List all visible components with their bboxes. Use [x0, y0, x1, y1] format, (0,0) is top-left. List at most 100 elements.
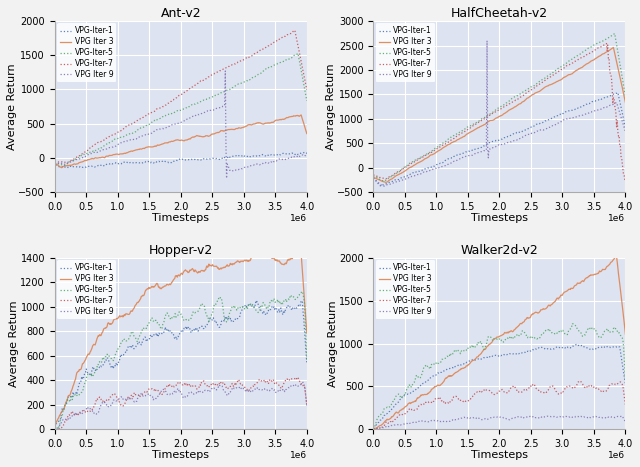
VPG Iter 9: [236, 166, 243, 172]
Y-axis label: Average Return: Average Return: [328, 300, 337, 387]
VPG-Iter-5: [234, 82, 241, 87]
VPG-Iter-1: [209, 315, 217, 320]
VPG-Iter-5: [82, 379, 90, 384]
VPG-Iter-5: [82, 150, 90, 156]
VPG-Iter-1: [401, 174, 408, 180]
VPG-Iter-5: [51, 160, 58, 165]
VPG-Iter-1: [61, 165, 69, 170]
VPG Iter 9: [469, 415, 477, 420]
VPG Iter 9: [528, 414, 536, 420]
X-axis label: Timesteps: Timesteps: [471, 450, 528, 460]
VPG Iter 3: [150, 283, 158, 289]
VPG-Iter-1: [553, 344, 561, 350]
VPG-Iter-5: [151, 318, 159, 324]
VPG-Iter-5: [235, 81, 243, 87]
VPG-Iter-5: [553, 331, 561, 337]
VPG-Iter-1: [377, 184, 385, 189]
VPG-Iter-5: [452, 131, 460, 137]
Y-axis label: Average Return: Average Return: [7, 63, 17, 150]
VPG-Iter-1: [621, 125, 629, 131]
VPG Iter 3: [51, 160, 58, 166]
VPG-Iter-5: [528, 334, 536, 340]
VPG-Iter-5: [60, 163, 68, 169]
VPG Iter 3: [470, 127, 477, 133]
VPG-Iter-1: [133, 343, 141, 348]
VPG Iter 9: [369, 427, 377, 432]
Y-axis label: Average Return: Average Return: [9, 300, 19, 387]
VPG Iter 3: [369, 425, 377, 431]
VPG-Iter-7: [452, 394, 460, 399]
VPG-Iter-1: [234, 153, 241, 158]
VPG-Iter-1: [614, 90, 621, 95]
VPG-Iter-7: [452, 134, 460, 140]
VPG Iter 3: [58, 165, 65, 170]
VPG-Iter-7: [603, 41, 611, 46]
VPG Iter 3: [552, 79, 560, 85]
VPG-Iter-7: [369, 426, 377, 432]
VPG-Iter-7: [528, 87, 536, 92]
VPG Iter 3: [81, 358, 89, 363]
Line: VPG-Iter-1: VPG-Iter-1: [373, 344, 625, 427]
Legend: VPG-Iter-1, VPG Iter 3, VPG-Iter-5, VPG-Iter-7, VPG Iter 9: VPG-Iter-1, VPG Iter 3, VPG-Iter-5, VPG-…: [376, 261, 435, 319]
Line: VPG Iter 3: VPG Iter 3: [54, 115, 307, 168]
VPG-Iter-7: [210, 381, 218, 386]
VPG-Iter-1: [210, 156, 218, 161]
VPG-Iter-7: [529, 382, 536, 388]
VPG Iter 9: [554, 120, 562, 126]
VPG-Iter-7: [234, 379, 241, 385]
VPG-Iter-5: [298, 289, 306, 294]
VPG-Iter-5: [369, 173, 377, 178]
VPG Iter 3: [369, 175, 377, 180]
VPG Iter 9: [133, 135, 141, 141]
Line: VPG-Iter-1: VPG-Iter-1: [373, 92, 625, 186]
Text: 1e6: 1e6: [290, 451, 307, 460]
X-axis label: Timesteps: Timesteps: [152, 213, 209, 223]
VPG-Iter-5: [151, 117, 159, 122]
Line: VPG-Iter-7: VPG-Iter-7: [373, 381, 625, 429]
VPG Iter 3: [298, 112, 305, 118]
Line: VPG Iter 9: VPG Iter 9: [54, 382, 307, 429]
VPG Iter 3: [452, 138, 460, 144]
VPG Iter 3: [452, 370, 460, 375]
Line: VPG-Iter-5: VPG-Iter-5: [54, 53, 307, 166]
VPG Iter 9: [150, 128, 158, 134]
Line: VPG-Iter-7: VPG-Iter-7: [54, 30, 307, 163]
VPG-Iter-1: [150, 333, 158, 338]
VPG-Iter-5: [134, 339, 141, 345]
VPG Iter 3: [210, 131, 218, 137]
VPG Iter 3: [234, 126, 241, 131]
Line: VPG Iter 9: VPG Iter 9: [373, 416, 625, 430]
VPG Iter 9: [576, 413, 584, 419]
VPG Iter 9: [452, 417, 460, 423]
VPG-Iter-7: [294, 375, 302, 380]
VPG-Iter-1: [552, 113, 560, 119]
VPG-Iter-5: [303, 98, 310, 104]
VPG Iter 9: [82, 407, 90, 412]
VPG Iter 9: [452, 158, 460, 163]
VPG-Iter-1: [369, 425, 377, 430]
VPG-Iter-7: [151, 389, 159, 394]
VPG Iter 3: [382, 179, 390, 185]
VPG-Iter-5: [134, 127, 141, 133]
VPG-Iter-5: [51, 426, 58, 432]
VPG-Iter-1: [552, 345, 559, 351]
VPG Iter 9: [400, 421, 408, 427]
Y-axis label: Average Return: Average Return: [326, 63, 335, 150]
VPG-Iter-1: [452, 364, 460, 369]
VPG-Iter-7: [554, 390, 561, 396]
VPG-Iter-7: [469, 123, 477, 128]
VPG-Iter-5: [380, 178, 388, 184]
VPG Iter 9: [299, 380, 307, 385]
Line: VPG-Iter-5: VPG-Iter-5: [54, 291, 307, 430]
VPG-Iter-5: [552, 67, 560, 73]
VPG-Iter-1: [400, 393, 408, 398]
VPG-Iter-1: [469, 357, 477, 362]
VPG Iter 3: [233, 259, 241, 265]
VPG-Iter-1: [298, 298, 305, 304]
Legend: VPG-Iter-1, VPG Iter 3, VPG-Iter-5, VPG-Iter-7, VPG Iter 9: VPG-Iter-1, VPG Iter 3, VPG-Iter-5, VPG-…: [376, 23, 435, 82]
VPG-Iter-7: [552, 71, 559, 77]
VPG-Iter-7: [62, 160, 70, 165]
VPG Iter 9: [529, 130, 537, 136]
VPG-Iter-7: [51, 159, 58, 164]
VPG-Iter-1: [554, 113, 561, 119]
